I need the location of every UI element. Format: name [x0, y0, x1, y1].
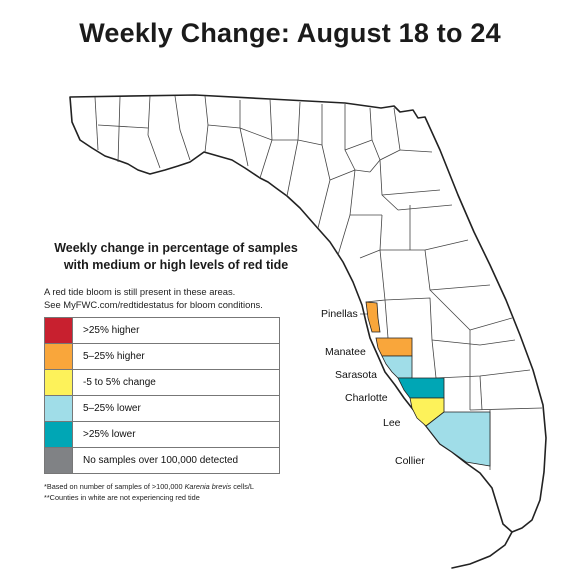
legend-label: >25% higher	[72, 317, 280, 344]
legend-swatch	[44, 369, 73, 396]
county-manatee	[375, 337, 413, 357]
footnote-1-suffix: cells/L	[231, 482, 254, 491]
legend: Weekly change in percentage of samples w…	[44, 240, 308, 503]
county-label-collier: Collier	[394, 455, 426, 467]
legend-note-line1: A red tide bloom is still present in the…	[44, 286, 236, 297]
legend-heading-line1: Weekly change in percentage of samples	[54, 241, 298, 255]
legend-row: 5–25% lower	[44, 395, 280, 422]
county-label-manatee: Manatee	[324, 346, 367, 358]
legend-swatch	[44, 421, 73, 448]
legend-row: >25% higher	[44, 317, 280, 344]
legend-label: >25% lower	[72, 421, 280, 448]
legend-note-line2: See MyFWC.com/redtidestatus for bloom co…	[44, 298, 263, 310]
legend-footnotes: *Based on number of samples of >100,000 …	[44, 482, 308, 503]
legend-row: -5 to 5% change	[44, 369, 280, 396]
legend-swatch	[44, 395, 73, 422]
legend-swatch	[44, 317, 73, 344]
florida-keys	[451, 531, 513, 569]
legend-swatch	[44, 343, 73, 370]
footnote-1-prefix: *Based on number of samples of >100,000	[44, 482, 185, 491]
legend-note: A red tide bloom is still present in the…	[44, 286, 308, 311]
legend-label: 5–25% higher	[72, 343, 280, 370]
legend-heading-line2: with medium or high levels of red tide	[63, 258, 289, 272]
county-pinellas	[365, 301, 381, 333]
legend-swatch	[44, 447, 73, 474]
legend-footnote-1: *Based on number of samples of >100,000 …	[44, 482, 308, 493]
legend-heading: Weekly change in percentage of samples w…	[44, 240, 308, 274]
county-boundaries	[94, 95, 543, 470]
footnote-1-species: Karenia brevis	[184, 482, 232, 491]
county-label-lee: Lee	[382, 417, 402, 429]
county-label-sarasota: Sarasota	[334, 369, 379, 381]
legend-row: 5–25% higher	[44, 343, 280, 370]
legend-label: 5–25% lower	[72, 395, 280, 422]
county-collier	[425, 411, 491, 467]
legend-row: >25% lower	[44, 421, 280, 448]
county-label-pinellas: Pinellas	[320, 308, 359, 320]
legend-row: No samples over 100,000 detected	[44, 447, 280, 474]
county-label-charlotte: Charlotte	[344, 392, 389, 404]
legend-table: >25% higher 5–25% higher -5 to 5% change 5–…	[44, 317, 280, 474]
map-title: Weekly Change: August 18 to 24	[79, 18, 501, 48]
legend-label: No samples over 100,000 detected	[72, 447, 280, 474]
legend-label: -5 to 5% change	[72, 369, 280, 396]
legend-footnote-2: **Counties in white are not experiencing…	[44, 492, 200, 502]
